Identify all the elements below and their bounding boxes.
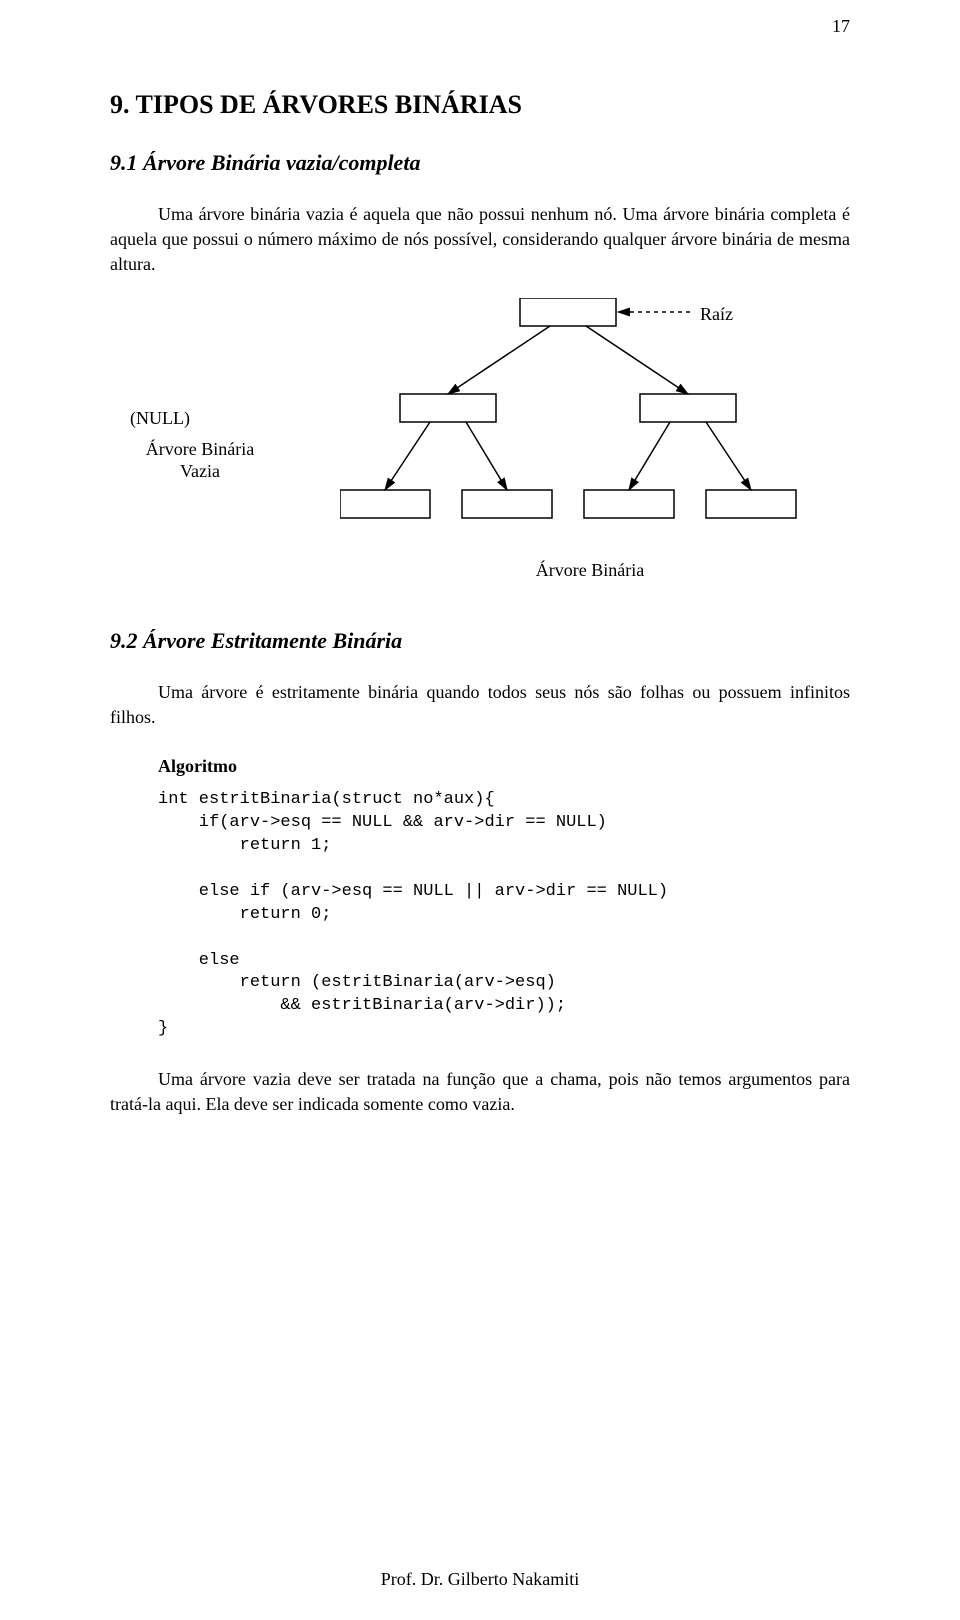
tree-diagram: (NULL) Árvore Binária Vazia Raíz Árvore …: [110, 298, 850, 598]
page: 17 9. TIPOS DE ÁRVORES BINÁRIAS 9.1 Árvo…: [0, 0, 960, 1620]
page-number: 17: [832, 16, 850, 37]
section-title: 9. TIPOS DE ÁRVORES BINÁRIAS: [110, 90, 850, 120]
subsection-9-2-number: 9.2: [110, 628, 138, 653]
empty-tree-line2: Vazia: [180, 461, 220, 481]
subsection-9-1-name: Árvore Binária vazia/completa: [143, 150, 420, 175]
null-label: (NULL): [130, 408, 190, 429]
empty-tree-label: Árvore Binária Vazia: [130, 438, 270, 483]
subsection-9-2-title: 9.2 Árvore Estritamente Binária: [110, 628, 850, 654]
algorithm-heading: Algoritmo: [158, 756, 850, 777]
closing-paragraph: Uma árvore vazia deve ser tratada na fun…: [110, 1067, 850, 1117]
empty-tree-line1: Árvore Binária: [146, 439, 254, 459]
subsection-9-1-title: 9.1 Árvore Binária vazia/completa: [110, 150, 850, 176]
footer-author: Prof. Dr. Gilberto Nakamiti: [0, 1569, 960, 1590]
tree-svg: [340, 298, 810, 558]
subsection-9-1-number: 9.1: [110, 150, 138, 175]
complete-tree-label: Árvore Binária: [510, 560, 670, 581]
paragraph-9-1: Uma árvore binária vazia é aquela que nã…: [110, 202, 850, 278]
paragraph-9-2: Uma árvore é estritamente binária quando…: [110, 680, 850, 730]
subsection-9-2-name: Árvore Estritamente Binária: [143, 628, 402, 653]
section-number: 9.: [110, 90, 130, 119]
section-name: TIPOS DE ÁRVORES BINÁRIAS: [136, 90, 522, 119]
algorithm-code: int estritBinaria(struct no*aux){ if(arv…: [158, 789, 850, 1041]
